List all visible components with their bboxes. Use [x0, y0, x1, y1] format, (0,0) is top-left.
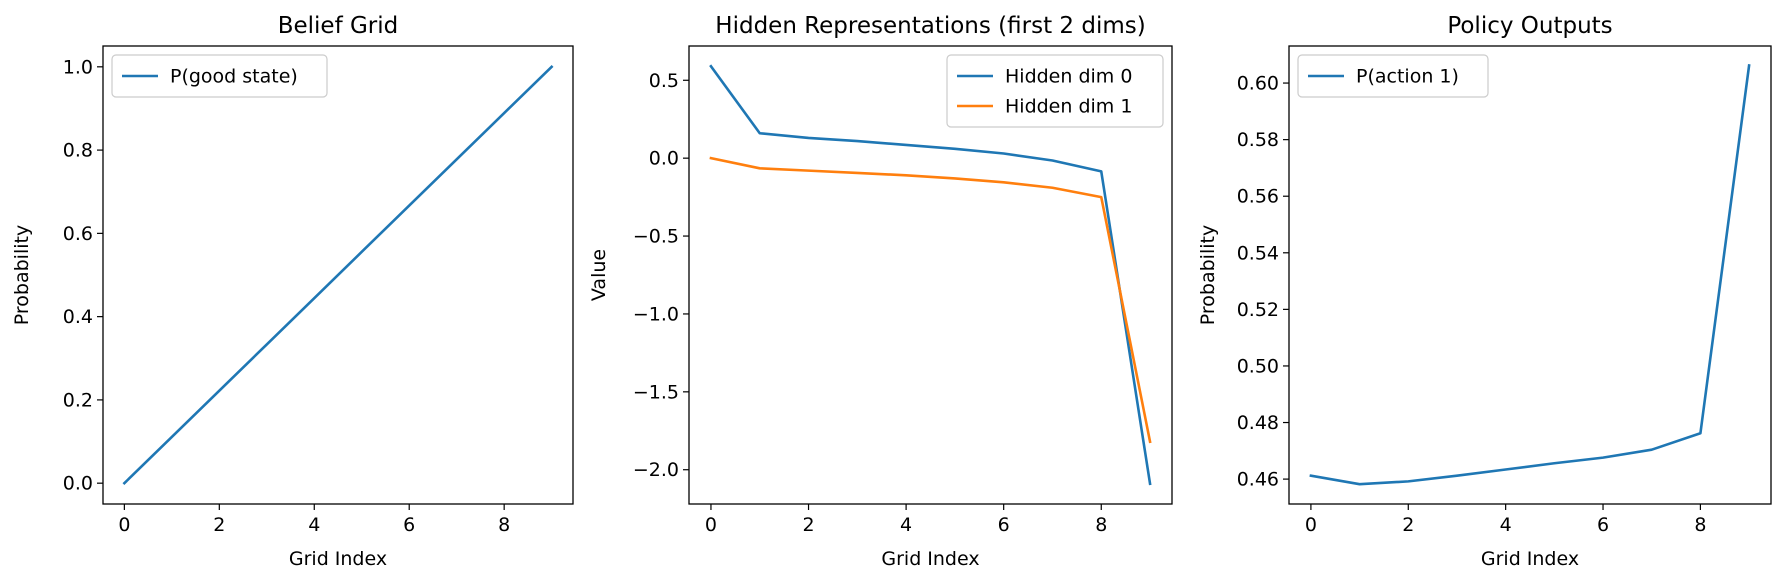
- x-tick-label: 4: [1500, 514, 1512, 536]
- legend-label: P(good state): [170, 66, 298, 88]
- y-tick-label: 0.60: [1237, 73, 1279, 95]
- y-tick-label: −0.5: [633, 226, 679, 248]
- x-tick-label: 0: [118, 514, 130, 536]
- y-tick-label: 0.52: [1237, 299, 1279, 321]
- y-tick-label: 0.4: [63, 306, 93, 328]
- legend: Hidden dim 0 Hidden dim 1: [946, 54, 1164, 128]
- legend-box: [111, 54, 328, 98]
- y-tick-label: 0.0: [649, 148, 679, 170]
- legend: P(action 1): [1297, 54, 1489, 98]
- chart-title: Hidden Representations (first 2 dims): [715, 13, 1145, 39]
- plot-frame: [102, 45, 574, 505]
- y-tick-label: −1.5: [633, 381, 679, 403]
- y-tick-label: 0.48: [1237, 412, 1279, 434]
- x-tick-label: 8: [1694, 514, 1706, 536]
- y-tick-label: 0.8: [63, 140, 93, 162]
- legend: P(good state): [111, 54, 328, 98]
- series-line-1: [709, 156, 1152, 444]
- chart-1: 0 2 4 6 8 0.5 0.0 −0.5 −1.0 −1.5 −2.0 Hidden Repres…: [588, 13, 1173, 570]
- legend-label: P(action 1): [1356, 66, 1459, 88]
- y-tick-label: 0.56: [1237, 186, 1279, 208]
- y-tick-label: 0.5: [649, 70, 679, 92]
- y-axis-label: Probability: [1197, 225, 1219, 325]
- chart-0: 0 2 4 6 8 0.0 0.2 0.4 0.6 0.8 1.0 Belief Grid Grid I…: [11, 13, 574, 570]
- y-tick-label: −1.0: [633, 303, 679, 325]
- x-tick-label: 6: [403, 514, 415, 536]
- y-tick-label: 0.2: [63, 389, 93, 411]
- x-axis-label: Grid Index: [1481, 548, 1579, 570]
- x-tick-label: 8: [498, 514, 510, 536]
- y-axis-label: Probability: [11, 225, 33, 325]
- y-tick-label: 0.46: [1237, 469, 1279, 491]
- x-axis-label: Grid Index: [881, 548, 979, 570]
- series-line-0: [122, 64, 554, 486]
- y-tick-label: 0.0: [63, 473, 93, 495]
- x-tick-label: 2: [1402, 514, 1414, 536]
- x-tick-label: 4: [308, 514, 320, 536]
- x-tick-label: 8: [1095, 514, 1107, 536]
- chart-title: Belief Grid: [278, 13, 399, 39]
- series-line-0: [1309, 64, 1751, 486]
- y-axis-label: Value: [588, 249, 610, 301]
- series-line-0: [709, 64, 1152, 486]
- legend-label: Hidden dim 1: [1005, 96, 1132, 118]
- x-tick-label: 0: [705, 514, 717, 536]
- y-tick-label: 1.0: [63, 56, 93, 78]
- y-tick-label: 0.50: [1237, 355, 1279, 377]
- x-axis-label: Grid Index: [289, 548, 387, 570]
- chart-title: Policy Outputs: [1447, 13, 1612, 39]
- x-tick-label: 2: [802, 514, 814, 536]
- chart-2: 0 2 4 6 8 0.46 0.48 0.50 0.52 0.54 0.56 0.58 0.60 Pol…: [1197, 13, 1772, 570]
- x-tick-label: 4: [900, 514, 912, 536]
- plot-frame: [1288, 45, 1772, 505]
- x-tick-label: 6: [998, 514, 1010, 536]
- x-tick-label: 2: [213, 514, 225, 536]
- x-tick-label: 6: [1597, 514, 1609, 536]
- y-tick-label: 0.54: [1237, 242, 1279, 264]
- legend-box: [946, 54, 1164, 128]
- legend-box: [1297, 54, 1489, 98]
- legend-label: Hidden dim 0: [1005, 66, 1132, 88]
- y-tick-label: 0.58: [1237, 129, 1279, 151]
- y-tick-label: −2.0: [633, 459, 679, 481]
- plot-frame: [688, 45, 1173, 505]
- y-tick-label: 0.6: [63, 223, 93, 245]
- x-tick-label: 0: [1305, 514, 1317, 536]
